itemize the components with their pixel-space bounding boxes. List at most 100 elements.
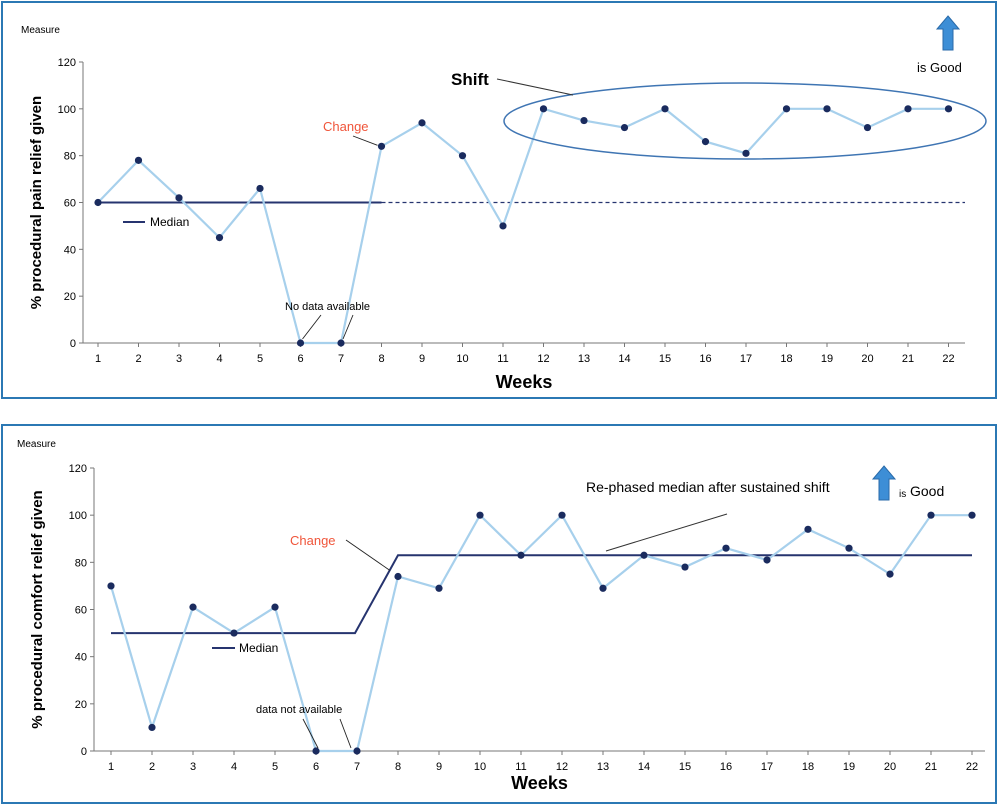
data-point (640, 551, 648, 559)
x-tick-label: 13 (597, 761, 609, 773)
median-line (111, 554, 972, 635)
y-tick-label: 100 (58, 104, 76, 116)
x-tick-label: 12 (556, 761, 568, 773)
data-point (499, 222, 507, 230)
x-tick-label: 9 (436, 761, 442, 773)
x-tick-label: 22 (966, 761, 978, 773)
no-data-pointer-week6 (302, 314, 322, 340)
x-tick-label: 19 (843, 761, 855, 773)
x-tick-label: 14 (618, 353, 630, 365)
x-tick-label: 4 (231, 761, 237, 773)
good-label: Good (910, 483, 944, 499)
y-tick-label: 20 (75, 699, 87, 711)
x-tick-label: 12 (537, 353, 549, 365)
data-point (312, 747, 320, 755)
x-tick-label: 2 (135, 353, 141, 365)
x-tick-label: 17 (761, 761, 773, 773)
corner-measure-label: Measure (21, 25, 60, 36)
x-tick-label: 2 (149, 761, 155, 773)
data-point (353, 747, 361, 755)
x-tick-label: 11 (497, 353, 508, 365)
x-tick-label: 16 (720, 761, 732, 773)
data-point (148, 723, 156, 732)
data-point (944, 105, 953, 113)
x-tick-label: 19 (821, 353, 833, 365)
y-tick-label: 60 (75, 605, 87, 617)
up-arrow-icon (935, 15, 961, 51)
data-point (256, 184, 264, 193)
series-line (97, 107, 949, 345)
data-point (742, 149, 750, 157)
is-good-label: is Good (917, 60, 962, 75)
data-point (845, 544, 853, 552)
data-point (271, 603, 279, 611)
change-label: Change (323, 119, 369, 134)
data-point (175, 194, 183, 202)
y-tick-label: 0 (70, 338, 76, 350)
no-data-label: No data available (285, 301, 370, 313)
data-point (296, 339, 305, 347)
median-legend-label: Median (239, 641, 278, 655)
data-point (763, 556, 771, 564)
data-point (661, 105, 669, 113)
data-point (886, 570, 894, 578)
data-point (580, 116, 588, 125)
x-tick-label: 3 (176, 353, 182, 365)
x-tick-label: 7 (354, 761, 360, 773)
data-point (681, 563, 689, 571)
x-tick-label: 5 (257, 353, 263, 365)
data-point (782, 105, 791, 113)
data-point (94, 198, 102, 207)
data-point (904, 105, 912, 113)
data-point (377, 142, 386, 150)
x-tick-label: 18 (780, 353, 792, 365)
data-point (804, 525, 812, 533)
data-point (701, 138, 710, 146)
x-tick-label: 21 (925, 761, 937, 773)
data-point (863, 123, 872, 132)
data-point (823, 105, 831, 113)
x-tick-label: 1 (108, 761, 114, 773)
data-point (337, 339, 345, 347)
y-tick-label: 40 (75, 652, 87, 664)
data-point (458, 152, 467, 160)
x-tick-label: 8 (378, 353, 384, 365)
x-tick-label: 8 (395, 761, 401, 773)
chart-panel-comfort-relief: Measure 0 20 40 60 80 100 120 1 2 3 4 5 6 7 8 9 10 11 12 13 1… (1, 424, 997, 804)
x-axis-title: Weeks (496, 372, 553, 392)
y-tick-label: 120 (58, 57, 76, 69)
data-point (620, 123, 629, 132)
x-tick-label: 11 (515, 761, 526, 773)
x-tick-label: 22 (942, 353, 954, 365)
data-point (599, 584, 607, 592)
series-line (109, 513, 972, 753)
change-pointer (352, 135, 378, 146)
up-arrow-icon (871, 465, 897, 501)
x-tick-label: 9 (419, 353, 425, 365)
x-tick-label: 3 (190, 761, 196, 773)
shift-label: Shift (451, 70, 489, 89)
change-label: Change (290, 533, 336, 548)
y-tick-label: 120 (69, 463, 87, 475)
y-tick-label: 100 (69, 510, 87, 522)
x-tick-label: 15 (659, 353, 671, 365)
data-point (435, 584, 443, 592)
data-point (189, 603, 197, 611)
x-tick-label: 13 (578, 353, 590, 365)
no-data-label: data not available (256, 704, 342, 716)
x-tick-label: 18 (802, 761, 814, 773)
corner-measure-label: Measure (17, 439, 56, 450)
chart-panel-pain-relief: Measure 0 20 40 60 80 100 120 1 2 3 4 5 6 7 8 9 10 11 12 13 1… (1, 1, 997, 399)
y-tick-label: 80 (75, 557, 87, 569)
data-point (476, 511, 484, 519)
data-point (722, 544, 730, 552)
no-data-pointer-week7 (339, 718, 352, 749)
x-axis-title: Weeks (511, 773, 568, 793)
is-label: is (899, 489, 906, 500)
x-tick-label: 14 (638, 761, 650, 773)
shift-pointer (496, 78, 574, 96)
y-tick-label: 0 (81, 746, 87, 758)
x-tick-label: 16 (699, 353, 711, 365)
